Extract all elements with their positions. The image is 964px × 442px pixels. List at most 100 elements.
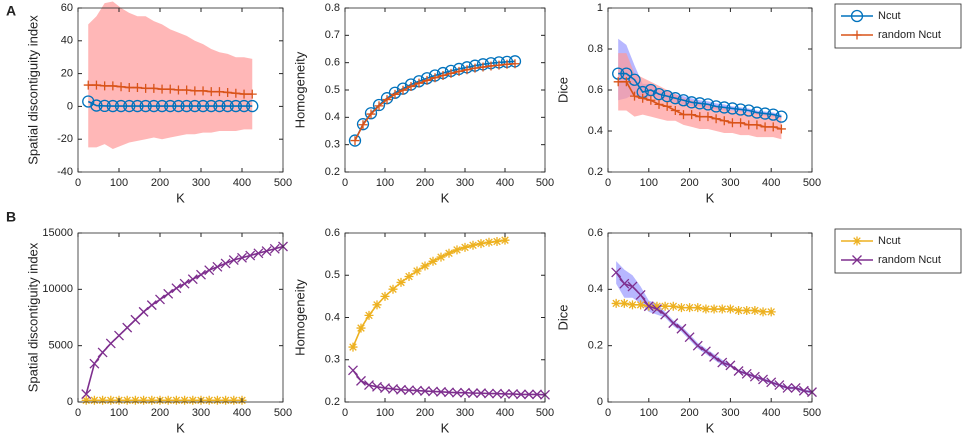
marker	[388, 284, 398, 294]
marker	[733, 366, 744, 376]
marker	[398, 85, 408, 95]
y-tick-label: -20	[57, 133, 73, 145]
marker	[213, 99, 226, 113]
marker	[678, 110, 688, 120]
y-tick-label: 20	[61, 68, 73, 80]
x-tick-label: 0	[75, 407, 81, 419]
marker	[684, 332, 695, 343]
marker	[239, 89, 249, 99]
marker	[677, 94, 690, 107]
marker	[703, 112, 713, 122]
legend-box	[834, 3, 962, 49]
marker	[709, 351, 720, 362]
marker	[396, 277, 406, 287]
x-tick-label: 400	[762, 407, 780, 419]
marker	[725, 304, 735, 314]
marker	[382, 95, 392, 105]
marker	[221, 395, 231, 405]
x-tick-label: 100	[376, 177, 394, 189]
marker	[253, 248, 264, 259]
marker	[100, 81, 110, 91]
marker	[709, 304, 719, 314]
marker	[130, 395, 140, 405]
y-tick-label: 0.8	[588, 43, 603, 55]
marker	[736, 118, 746, 128]
marker	[460, 242, 470, 252]
marker	[790, 382, 801, 393]
x-tick-label: 300	[192, 177, 210, 189]
x-tick-label: 0	[605, 177, 611, 189]
marker	[149, 83, 159, 93]
marker	[114, 330, 124, 341]
axes-box	[77, 232, 284, 403]
marker	[654, 99, 664, 109]
marker	[693, 97, 706, 110]
marker	[180, 395, 190, 405]
marker	[758, 107, 772, 120]
series-line	[85, 245, 284, 395]
marker	[776, 124, 786, 134]
marker	[766, 377, 777, 388]
marker	[452, 245, 462, 255]
marker	[163, 395, 173, 405]
marker	[196, 99, 210, 113]
marker	[141, 83, 151, 93]
marker	[782, 382, 793, 393]
x-tick-label: 200	[151, 407, 169, 419]
marker	[372, 300, 382, 310]
y-tick-label: 10000	[42, 283, 73, 295]
marker	[478, 62, 488, 72]
y-tick-label: 0.2	[325, 166, 340, 178]
x-axis-label: K	[176, 420, 185, 435]
marker	[636, 300, 646, 310]
marker	[404, 272, 414, 282]
marker	[212, 395, 222, 405]
marker	[630, 91, 640, 101]
x-tick-label: 400	[233, 407, 251, 419]
marker	[164, 99, 177, 113]
marker	[364, 107, 378, 120]
marker	[420, 261, 430, 271]
marker	[660, 301, 670, 311]
marker	[372, 98, 386, 112]
y-tick-label: 0	[67, 100, 73, 112]
x-axis-label: K	[706, 420, 715, 435]
marker	[725, 360, 736, 371]
marker	[190, 86, 200, 96]
x-axis-label: K	[441, 420, 450, 435]
x-tick-label: 100	[376, 407, 394, 419]
marker	[718, 101, 731, 114]
x-tick-label: 100	[640, 407, 658, 419]
marker	[470, 63, 480, 73]
marker	[237, 252, 247, 263]
marker	[348, 134, 362, 147]
y-tick-label: 0.6	[588, 84, 603, 96]
marker	[436, 386, 446, 397]
marker	[494, 60, 504, 70]
marker	[428, 256, 438, 266]
marker	[646, 95, 656, 105]
marker	[390, 89, 400, 99]
marker	[500, 235, 510, 245]
marker	[687, 110, 697, 120]
marker	[768, 122, 778, 132]
marker	[750, 305, 760, 315]
marker	[693, 303, 703, 313]
legend-label: random Ncut	[878, 29, 941, 41]
marker	[269, 243, 280, 254]
marker	[380, 291, 390, 301]
marker	[221, 99, 234, 113]
y-tick-label: 15000	[42, 227, 73, 239]
marker	[414, 78, 424, 88]
y-axis-label: Spatial discontiguity index	[25, 15, 40, 165]
marker	[621, 77, 631, 87]
legend-marker	[850, 9, 864, 23]
x-tick-label: 500	[274, 407, 292, 419]
x-tick-label: 0	[342, 177, 348, 189]
marker	[775, 110, 788, 123]
x-axis-label: K	[176, 190, 185, 205]
marker	[711, 114, 721, 124]
marker	[131, 99, 144, 113]
marker	[446, 68, 456, 78]
marker	[726, 102, 739, 115]
